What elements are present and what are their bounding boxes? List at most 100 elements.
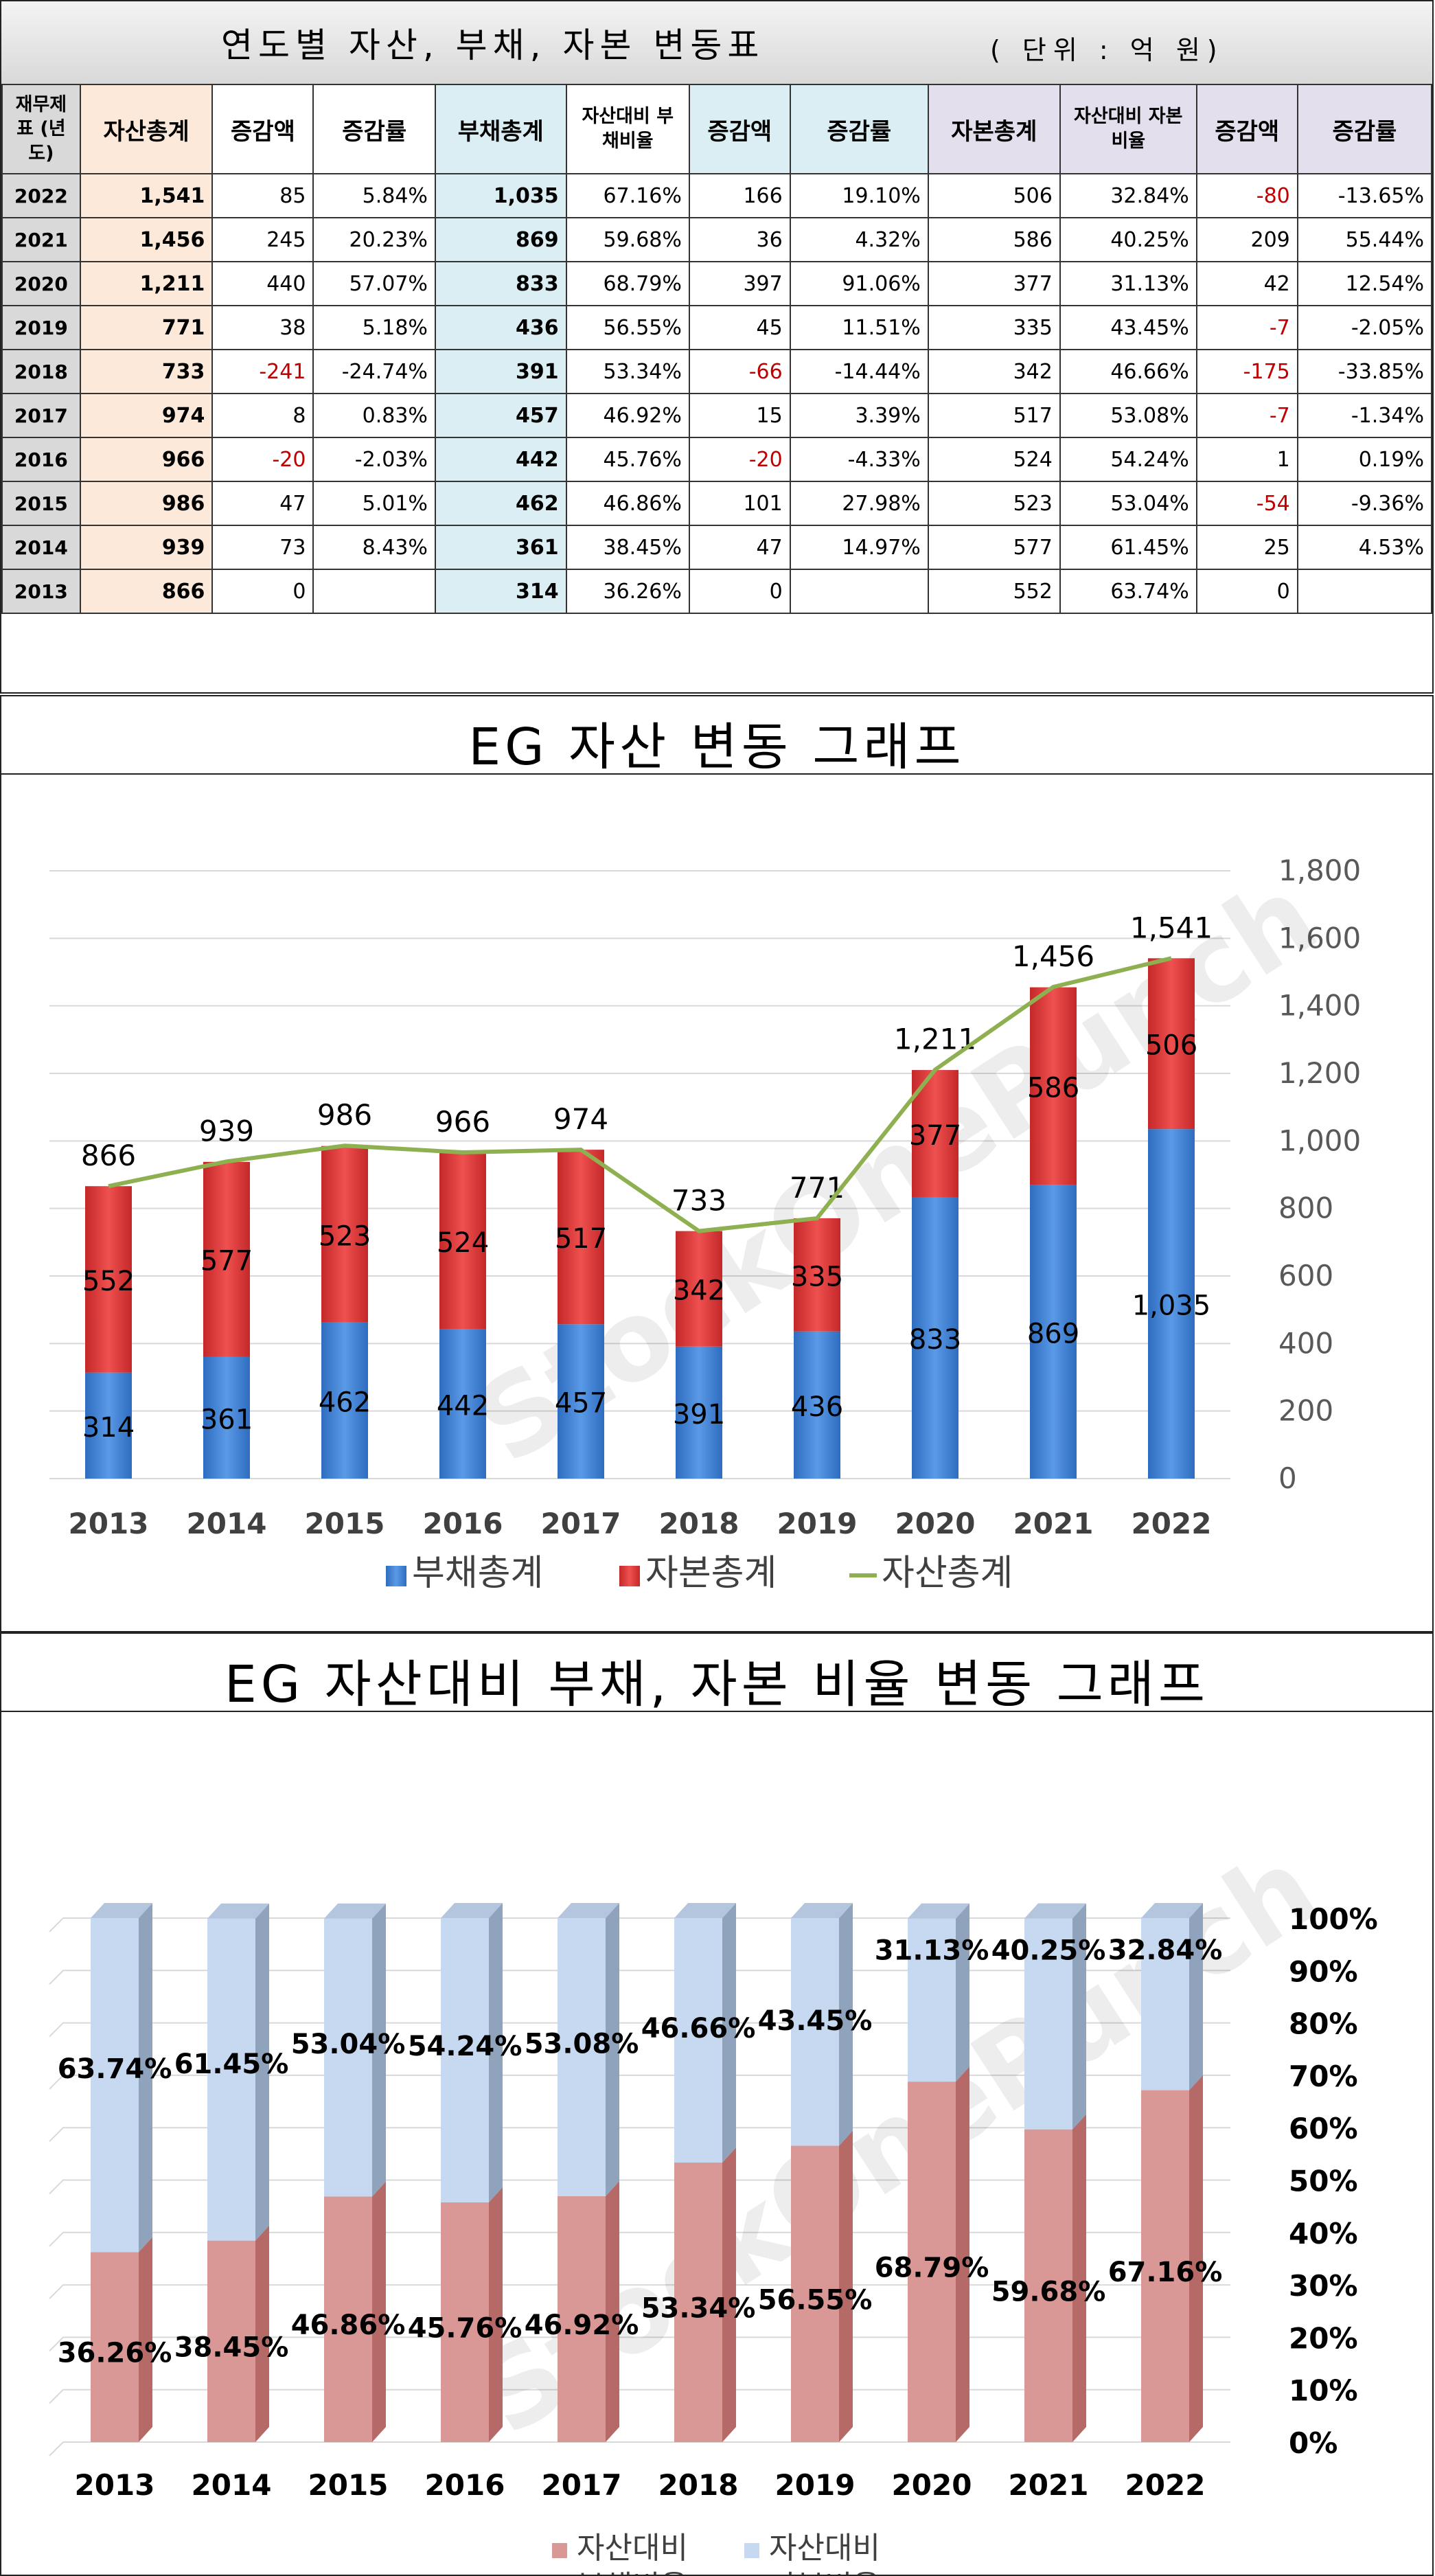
cell-debt-rate: 14.97% — [789, 525, 929, 570]
cell-cap-rate: -33.85% — [1296, 349, 1433, 394]
y-tick-label: 1,800 — [1278, 854, 1361, 887]
cell-cap: 335 — [927, 305, 1061, 350]
x-tick-label: 2018 — [658, 2468, 739, 2502]
capital-ratio-data-label: 32.84% — [1108, 1935, 1223, 1966]
cell-asset-rate: 8.43% — [312, 525, 436, 570]
cell-debt-chg: 47 — [688, 525, 791, 570]
cell-cap: 342 — [927, 349, 1061, 394]
table-row: 2013 866 0 314 36.26% 0 552 63.74% 0 — [1, 569, 1433, 614]
cell-debt-chg: 0 — [688, 569, 791, 614]
legend-debt-swatch — [386, 1566, 406, 1586]
cell-year: 2021 — [1, 217, 81, 262]
cell-year: 2015 — [1, 481, 81, 526]
cell-debt-rate: 27.98% — [789, 481, 929, 526]
asset-chart-section: EG 자산 변동 그래프 0 200 400 600 800 1,000 1,200 1,40… — [0, 695, 1434, 1632]
debt-ratio-bar-side — [1072, 2114, 1086, 2442]
capital-data-label: 335 — [791, 1261, 843, 1292]
table-row: 2017 974 8 0.83% 457 46.92% 15 3.39% 517 53.08% -7… — [1, 393, 1433, 438]
asset-total-data-label: 733 — [671, 1184, 726, 1218]
y-tick-label: 80% — [1289, 2007, 1358, 2041]
cell-asset-rate: -24.74% — [312, 349, 436, 394]
cell-debt-rate: 3.39% — [789, 393, 929, 438]
cell-year: 2014 — [1, 525, 81, 570]
debt-ratio-bar — [1024, 2129, 1072, 2442]
cell-cap: 577 — [927, 525, 1061, 570]
cell-debt: 442 — [434, 437, 567, 482]
cell-debt: 361 — [434, 525, 567, 570]
capital-ratio-bar-side — [255, 1903, 269, 2241]
capital-bar — [203, 1161, 250, 1357]
capital-data-label: 552 — [82, 1266, 135, 1297]
cell-cap-ratio: 31.13% — [1059, 261, 1197, 306]
cell-cap: 552 — [927, 569, 1061, 614]
capital-ratio-bar-top — [207, 1903, 269, 1919]
capital-bar — [1030, 987, 1077, 1185]
table-row: 2015 986 47 5.01% 462 46.86% 101 27.98% 523 53.04… — [1, 481, 1433, 526]
cell-cap-ratio: 40.25% — [1059, 217, 1197, 262]
x-tick-label: 2016 — [423, 1507, 503, 1540]
cell-debt-ratio: 56.55% — [565, 305, 690, 350]
cell-debt-rate: 4.32% — [789, 217, 929, 262]
debt-bar — [203, 1356, 250, 1479]
header-asset-total: 자산총계 — [79, 84, 214, 174]
debt-ratio-data-label: 46.86% — [291, 2310, 406, 2341]
cell-year: 2018 — [1, 349, 81, 394]
cell-year: 2019 — [1, 305, 81, 350]
cell-year: 2016 — [1, 437, 81, 482]
y-tick-label: 20% — [1289, 2321, 1358, 2355]
ratio-chart-title-bar: EG 자산대비 부채, 자본 비율 변동 그래프 — [1, 1634, 1432, 1714]
cell-asset-rate: 57.07% — [312, 261, 436, 306]
debt-data-label: 462 — [319, 1387, 371, 1418]
y-tick-label: 50% — [1289, 2165, 1358, 2198]
debt-ratio-bar-side — [1189, 2075, 1203, 2442]
cell-year: 2020 — [1, 261, 81, 306]
debt-ratio-data-label: 68.79% — [875, 2253, 989, 2284]
debt-data-label: 314 — [82, 1412, 135, 1444]
capital-data-label: 524 — [437, 1227, 489, 1259]
table-row: 2016 966 -20 -2.03% 442 45.76% -20 -4.33% 524 54.… — [1, 437, 1433, 482]
financial-table: 재무제표 (년도) 자산총계 증감액 증감률 부채총계 자산대비 부채비율 증감… — [1, 84, 1433, 614]
x-tick-label: 2016 — [425, 2468, 505, 2502]
capital-ratio-bar-side — [956, 1903, 969, 2082]
asset-total-data-label: 771 — [790, 1171, 845, 1205]
debt-ratio-bar — [558, 2196, 606, 2442]
cell-asset: 866 — [79, 569, 214, 614]
header-debt-total: 부채총계 — [434, 84, 567, 174]
debt-data-label: 869 — [1027, 1318, 1079, 1349]
debt-ratio-data-label: 67.16% — [1108, 2257, 1223, 2288]
header-debt-change: 증감액 — [688, 84, 791, 174]
cell-asset-chg: 85 — [211, 173, 314, 218]
cell-asset: 771 — [79, 305, 214, 350]
cell-debt-rate: -4.33% — [789, 437, 929, 482]
capital-ratio-bar-side — [839, 1903, 853, 2146]
x-tick-label: 2021 — [1009, 2468, 1089, 2502]
cell-cap: 517 — [927, 393, 1061, 438]
capital-ratio-bar-side — [489, 1903, 503, 2202]
capital-bar — [321, 1145, 368, 1323]
asset-total-data-label: 1,456 — [1012, 939, 1094, 973]
cell-debt-chg: 15 — [688, 393, 791, 438]
header-year: 재무제표 (년도) — [1, 84, 81, 174]
cell-asset-chg: 47 — [211, 481, 314, 526]
cell-debt-ratio: 46.92% — [565, 393, 690, 438]
cell-cap-chg: 209 — [1195, 217, 1298, 262]
cell-cap-chg: 1 — [1195, 437, 1298, 482]
debt-ratio-bar-side — [489, 2187, 503, 2442]
cell-debt: 462 — [434, 481, 567, 526]
ratio-chart-section: EG 자산대비 부채, 자본 비율 변동 그래프 0% 10% 20% 30% 40% 5… — [0, 1632, 1434, 2576]
table-row: 2020 1,211 440 57.07% 833 68.79% 397 91.06% 377 3… — [1, 261, 1433, 306]
cell-asset: 1,456 — [79, 217, 214, 262]
y-tick-label: 1,200 — [1278, 1056, 1361, 1090]
capital-ratio-bar — [207, 1918, 255, 2241]
capital-bar — [85, 1186, 132, 1373]
cell-cap-rate: 4.53% — [1296, 525, 1433, 570]
debt-ratio-bar — [674, 2163, 722, 2442]
cell-cap-chg: -80 — [1195, 173, 1298, 218]
cell-debt-ratio: 59.68% — [565, 217, 690, 262]
debt-ratio-bar — [324, 2196, 372, 2442]
y-tick-label: 600 — [1278, 1259, 1333, 1292]
debt-ratio-data-label: 56.55% — [758, 2284, 873, 2316]
x-tick-label: 2013 — [75, 2468, 155, 2502]
capital-ratio-bar — [908, 1918, 956, 2082]
